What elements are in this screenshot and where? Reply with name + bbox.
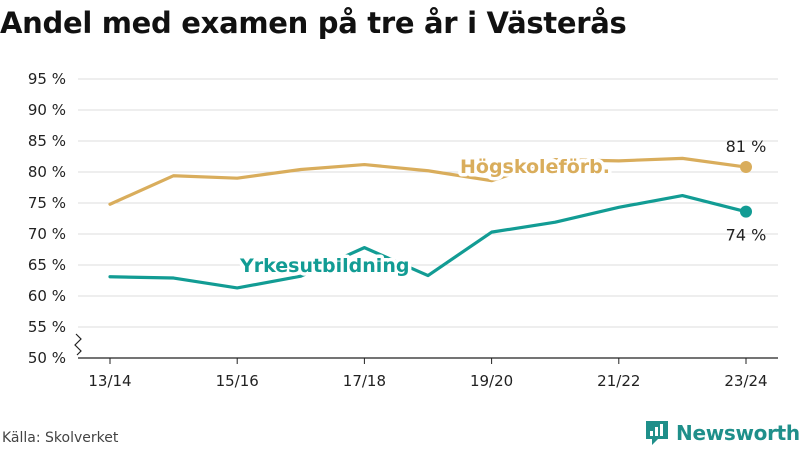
end-value-label: 81 % xyxy=(726,137,767,156)
axis-break-icon xyxy=(74,333,82,356)
series-label: Högskoleförb. xyxy=(460,156,610,178)
x-tick-label: 17/18 xyxy=(343,372,386,390)
y-tick-label: 80 % xyxy=(28,163,66,181)
x-tick-label: 23/24 xyxy=(724,372,767,390)
series-label: Yrkesutbildning xyxy=(239,255,409,277)
y-tick-label: 90 % xyxy=(28,101,66,119)
chart-title: Andel med examen på tre år i Västerås xyxy=(0,6,627,40)
series-lines xyxy=(108,156,752,290)
series-label-halo: Högskoleförb. xyxy=(460,156,610,178)
grid-lines xyxy=(78,78,778,328)
y-tick-label: 85 % xyxy=(28,132,66,150)
y-tick-label: 75 % xyxy=(28,194,66,212)
end-value-label: 74 % xyxy=(726,226,767,245)
x-tick-label: 21/22 xyxy=(597,372,640,390)
x-axis: 13/14 15/16 17/18 19/20 21/22 23/24 xyxy=(74,333,778,390)
y-tick-label: 60 % xyxy=(28,287,66,305)
y-tick-label: 50 % xyxy=(28,349,66,367)
data-point xyxy=(740,205,752,218)
line-chart: 50 % 55 % 60 % 65 % 70 % 75 % 80 % 85 % 90 % 95 %… xyxy=(28,70,778,390)
brand-logo: Newsworthy xyxy=(644,420,800,446)
brand-name: Newsworthy xyxy=(676,421,800,445)
series-line xyxy=(108,193,748,290)
y-tick-label: 65 % xyxy=(28,256,66,274)
newsworthy-logo-icon xyxy=(646,421,668,445)
y-tick-label: 95 % xyxy=(28,70,66,88)
data-point xyxy=(740,161,752,174)
y-tick-label: 55 % xyxy=(28,318,66,336)
series-label-halo: Yrkesutbildning xyxy=(239,255,409,277)
series-labels: Högskoleförb.Högskoleförb.81 %Yrkesutbil… xyxy=(236,137,767,280)
y-axis-ticks: 50 % 55 % 60 % 65 % 70 % 75 % 80 % 85 % 90 % 95 % xyxy=(28,70,66,367)
x-tick-label: 15/16 xyxy=(216,372,259,390)
x-tick-label: 19/20 xyxy=(470,372,513,390)
source-note: Källa: Skolverket xyxy=(2,430,119,446)
series-line xyxy=(108,156,748,206)
x-tick-label: 13/14 xyxy=(88,372,131,390)
y-tick-label: 70 % xyxy=(28,225,66,243)
